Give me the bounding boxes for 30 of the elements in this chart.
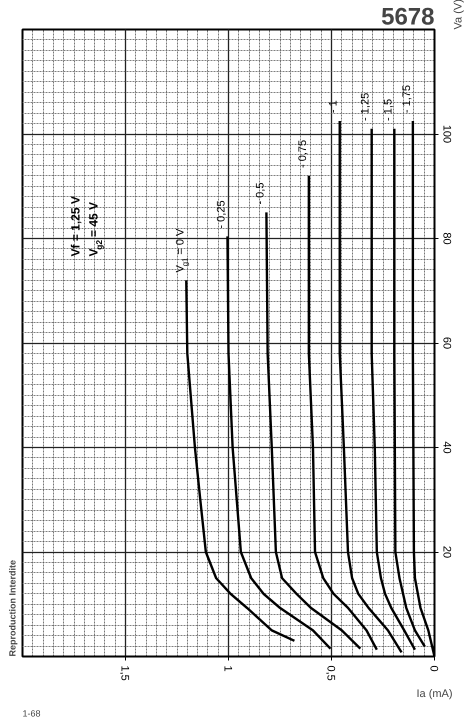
text: - 0,25 [215,200,228,229]
text: - 1 [328,100,340,114]
text: - 1,25 [360,92,372,121]
text: - 1,5 [382,98,394,121]
x-tick-label: 0,5 [324,666,336,681]
text: Reproduction Interdite [8,560,18,656]
line-series [370,128,416,651]
chart-title: 5678 [381,4,434,30]
line-series [308,174,378,651]
text: 1-68 [22,708,41,718]
annotation: Vf = 1,25 V [68,196,82,256]
text: - 0,75 [296,140,309,168]
y-tick-label: 100 [440,124,452,144]
x-axis-title: Ia (mA) [416,688,453,700]
line-series [226,235,332,650]
y-tick-label: 80 [440,232,452,245]
text: - 1,75 [400,84,413,114]
line-series [338,120,403,654]
text: - 0,5 [254,182,266,205]
line-series [185,279,296,642]
y-axis-title: Va (V) [452,0,464,30]
line-series [393,128,426,648]
y-tick-label: 20 [440,546,452,558]
x-tick-label: 1,5 [118,666,130,681]
x-tick-label: 0 [428,666,440,672]
x-tick-label: 1 [222,666,234,672]
line-series [265,211,362,650]
y-tick-label: 60 [440,336,452,350]
y-tick-label: 40 [440,441,452,454]
annotation: Vg2 = 45 V [86,202,104,256]
